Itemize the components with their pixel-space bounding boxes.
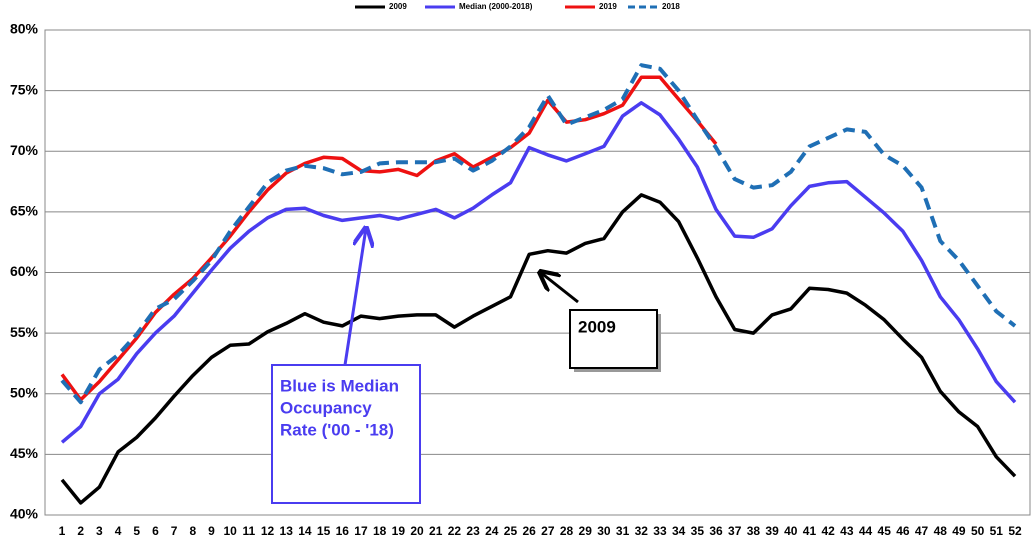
series-line <box>60 75 718 402</box>
x-tick-label: 22 <box>448 524 462 538</box>
x-tick-label: 17 <box>354 524 368 538</box>
x-tick-label: 27 <box>541 524 555 538</box>
legend-item: 2019 <box>565 2 617 11</box>
y-tick-label: 45% <box>10 445 39 461</box>
x-tick-label: 51 <box>990 524 1004 538</box>
legend-label: 2019 <box>599 2 617 11</box>
legend-label: 2009 <box>389 2 407 11</box>
x-tick-label: 13 <box>280 524 294 538</box>
x-tick-label: 35 <box>691 524 705 538</box>
y-tick-label: 50% <box>10 384 39 400</box>
x-tick-label: 12 <box>261 524 275 538</box>
x-tick-label: 48 <box>934 524 948 538</box>
y-tick-label: 40% <box>10 506 39 522</box>
x-tick-label: 16 <box>336 524 350 538</box>
annotation-arrow <box>540 272 579 304</box>
x-tick-label: 46 <box>896 524 910 538</box>
x-tick-label: 1 <box>59 524 66 538</box>
x-tick-label: 37 <box>728 524 742 538</box>
x-tick-label: 52 <box>1008 524 1022 538</box>
x-tick-label: 50 <box>971 524 985 538</box>
x-tick-label: 40 <box>784 524 798 538</box>
legend-label: Median (2000-2018) <box>459 2 533 11</box>
x-tick-label: 18 <box>373 524 387 538</box>
x-tick-label: 29 <box>579 524 593 538</box>
x-tick-label: 2 <box>77 524 84 538</box>
x-tick-label: 19 <box>392 524 406 538</box>
y-tick-label: 70% <box>10 142 39 158</box>
legend-item: 2018 <box>628 2 680 11</box>
x-tick-label: 3 <box>96 524 103 538</box>
x-tick-label: 20 <box>410 524 424 538</box>
annotation-text: Occupancy <box>280 398 372 417</box>
x-tick-label: 45 <box>878 524 892 538</box>
series-line <box>60 63 1017 405</box>
plot-frame <box>44 29 1031 516</box>
annotation-arrow <box>343 228 366 366</box>
x-tick-label: 33 <box>653 524 667 538</box>
legend-label: 2018 <box>662 2 680 11</box>
x-tick-label: 41 <box>803 524 817 538</box>
annotation-text: Rate ('00 - '18) <box>280 420 394 439</box>
x-tick-label: 44 <box>859 524 873 538</box>
legend-item: Median (2000-2018) <box>425 2 533 11</box>
x-tick-label: 15 <box>317 524 331 538</box>
x-tick-label: 49 <box>952 524 966 538</box>
x-tick-label: 8 <box>189 524 196 538</box>
y-tick-label: 75% <box>10 81 39 97</box>
x-tick-label: 43 <box>840 524 854 538</box>
x-tick-label: 25 <box>504 524 518 538</box>
annotation-text: Blue is Median <box>280 376 399 395</box>
x-tick-label: 32 <box>635 524 649 538</box>
annotation-box <box>569 309 658 369</box>
x-tick-label: 39 <box>765 524 779 538</box>
y-tick-label: 65% <box>10 203 39 219</box>
x-tick-label: 4 <box>115 524 122 538</box>
x-tick-label: 11 <box>243 524 256 538</box>
series-line <box>60 101 1017 444</box>
x-tick-label: 10 <box>223 524 237 538</box>
series-line <box>60 193 1017 505</box>
x-tick-label: 30 <box>597 524 611 538</box>
x-tick-label: 28 <box>560 524 574 538</box>
x-tick-label: 21 <box>429 524 443 538</box>
legend-item: 2009 <box>355 2 407 11</box>
x-tick-label: 31 <box>616 524 630 538</box>
annotation-box <box>271 364 421 504</box>
x-tick-label: 24 <box>485 524 499 538</box>
x-tick-label: 6 <box>152 524 159 538</box>
x-tick-label: 14 <box>298 524 312 538</box>
x-tick-label: 42 <box>821 524 835 538</box>
x-tick-label: 5 <box>133 524 140 538</box>
x-tick-label: 34 <box>672 524 686 538</box>
annotation-text: 2009 <box>578 317 616 336</box>
x-tick-label: 47 <box>915 524 929 538</box>
y-tick-label: 55% <box>10 324 39 340</box>
x-tick-label: 7 <box>171 524 178 538</box>
x-tick-label: 38 <box>747 524 761 538</box>
x-tick-label: 9 <box>208 524 215 538</box>
x-tick-label: 36 <box>709 524 723 538</box>
y-tick-label: 60% <box>10 263 39 279</box>
x-tick-label: 26 <box>522 524 536 538</box>
x-tick-label: 23 <box>466 524 480 538</box>
y-tick-label: 80% <box>10 21 39 37</box>
